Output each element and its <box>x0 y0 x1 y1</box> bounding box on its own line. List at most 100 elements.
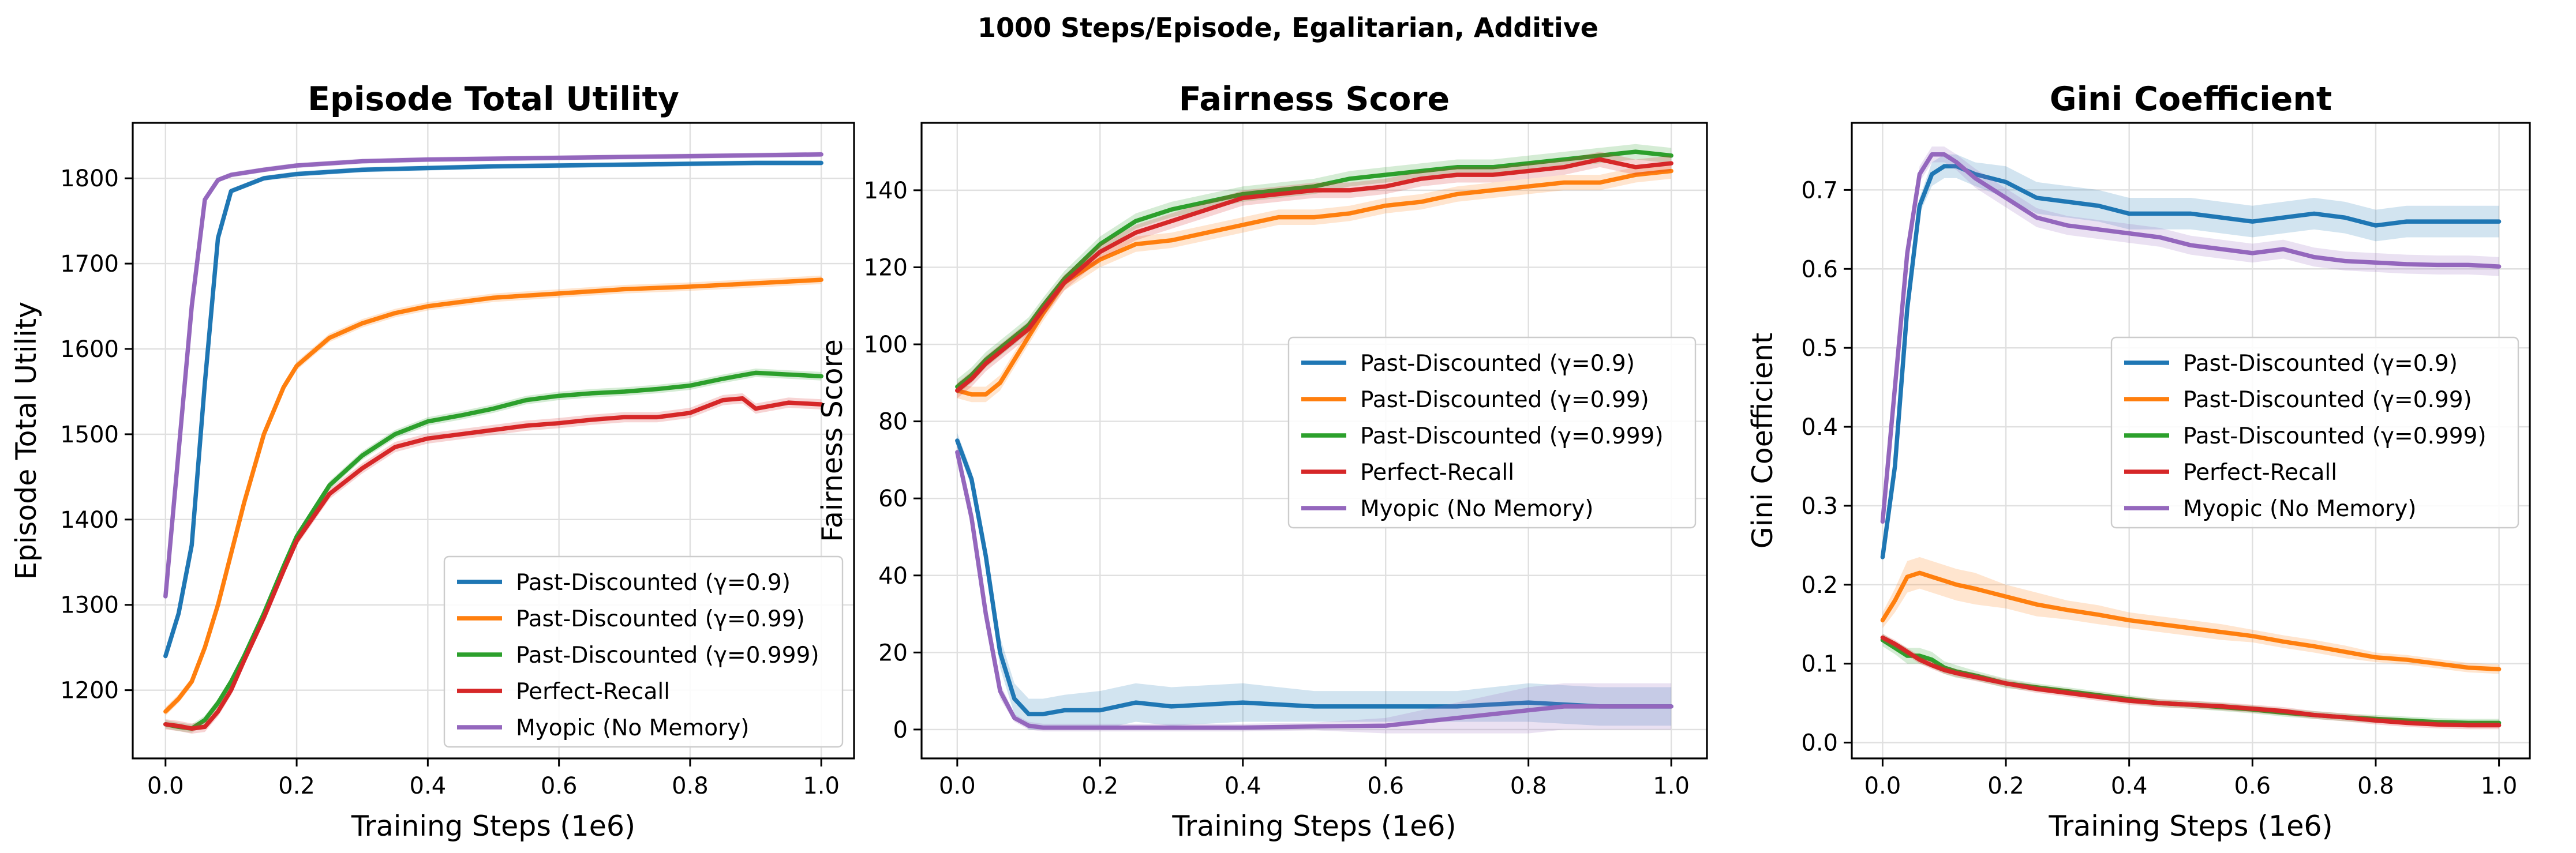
plot-area <box>955 144 1673 734</box>
x-tick-label: 0.0 <box>939 773 976 799</box>
legend-label: Perfect-Recall <box>2183 460 2337 486</box>
x-tick-label: 0.6 <box>541 773 578 799</box>
x-axis-label: Training Steps (1e6) <box>2048 810 2332 843</box>
series-line-2 <box>1880 637 2502 726</box>
legend-label: Past-Discounted (γ=0.9) <box>2183 351 2458 377</box>
series-line-2 <box>163 370 823 731</box>
axes-frame <box>920 122 1708 760</box>
y-tick-label: 0.6 <box>1801 256 1838 283</box>
y-tick-label: 100 <box>864 332 908 358</box>
legend-label: Myopic (No Memory) <box>1360 496 1594 522</box>
series-line-0 <box>955 438 1673 716</box>
axes-frame <box>1851 122 2531 760</box>
x-tick-label: 0.8 <box>2357 773 2394 799</box>
legend: Past-Discounted (γ=0.9) Past-Discounted (… <box>2110 336 2519 529</box>
legend-label: Past-Discounted (γ=0.99) <box>2183 387 2472 413</box>
series-band-1 <box>957 163 1672 403</box>
panel-gini-coefficient: 0.0 0.2 0.4 0.6 0.8 1.0 0.0 0.1 0.2 0.3 0.4 0.5 0.6 0… <box>1746 80 2531 843</box>
series-line-3 <box>955 157 1673 393</box>
y-tick-label: 60 <box>878 486 908 512</box>
legend-label: Past-Discounted (γ=0.999) <box>2183 423 2487 449</box>
x-tick-label: 0.0 <box>1864 773 1901 799</box>
series-line-1 <box>1880 570 2502 672</box>
x-tick-label: 0.6 <box>1367 773 1404 799</box>
series-line-0 <box>163 160 823 659</box>
y-tick-label: 0.7 <box>1801 177 1838 204</box>
legend-label: Past-Discounted (γ=0.99) <box>516 606 805 632</box>
x-tick-label: 0.0 <box>147 773 184 799</box>
y-tick-label: 1400 <box>60 507 119 533</box>
legend-box <box>1287 336 1697 529</box>
x-tick-label: 1.0 <box>2481 773 2518 799</box>
series-line-4 <box>1880 152 2502 524</box>
series-line-4 <box>163 152 823 599</box>
chart-title: Gini Coefficient <box>2050 80 2332 118</box>
y-tick-label: 1500 <box>60 422 119 448</box>
y-tick-label: 80 <box>878 409 908 435</box>
series-band-3 <box>1882 633 2499 730</box>
x-axis-label: Training Steps (1e6) <box>351 810 635 843</box>
axes-frame <box>132 122 855 760</box>
series-band-1 <box>1882 557 2499 674</box>
series-band-2 <box>957 144 1672 394</box>
chart-title: Fairness Score <box>1179 80 1450 118</box>
legend-label: Myopic (No Memory) <box>516 715 750 741</box>
x-axis-label: Training Steps (1e6) <box>1171 810 1456 843</box>
y-tick-label: 0.1 <box>1801 651 1838 678</box>
x-tick-label: 1.0 <box>803 773 840 799</box>
series-line-1 <box>163 277 823 714</box>
series-band-0 <box>957 433 1672 730</box>
y-tick-label: 120 <box>864 254 908 281</box>
panel-fairness-score: 0.0 0.2 0.4 0.6 0.8 1.0 0 20 40 60 80 100 120 140 Fair… <box>816 80 1708 843</box>
x-tick-label: 0.4 <box>2111 773 2148 799</box>
y-axis-label: Episode Total Utility <box>10 302 43 580</box>
x-tick-label: 0.6 <box>2234 773 2271 799</box>
legend-box <box>443 555 844 748</box>
y-tick-label: 0.5 <box>1801 335 1838 362</box>
series-band-2 <box>1882 633 2499 727</box>
series-line-4 <box>955 450 1673 730</box>
x-tick-label: 0.2 <box>1082 773 1119 799</box>
y-tick-label: 1300 <box>60 592 119 619</box>
x-tick-label: 0.2 <box>1987 773 2024 799</box>
x-tick-label: 0.8 <box>1510 773 1547 799</box>
y-tick-label: 140 <box>864 178 908 204</box>
series-line-0 <box>1880 164 2502 559</box>
x-tick-label: 0.8 <box>672 773 709 799</box>
x-tick-label: 0.4 <box>1225 773 1261 799</box>
series-line-2 <box>955 149 1673 389</box>
legend-label: Past-Discounted (γ=0.9) <box>516 570 791 596</box>
y-tick-label: 20 <box>878 640 908 666</box>
y-tick-label: 0.2 <box>1801 572 1838 599</box>
legend-box <box>2110 336 2519 529</box>
legend-label: Perfect-Recall <box>1360 460 1514 486</box>
panel-episode-total-utility: 0.0 0.2 0.4 0.6 0.8 1.0 1200 1300 1400 1500 1600 17… <box>10 80 855 843</box>
y-tick-label: 40 <box>878 563 908 589</box>
plot-area <box>163 152 823 734</box>
legend-label: Perfect-Recall <box>516 679 670 705</box>
chart-title: Episode Total Utility <box>308 80 679 118</box>
series-line-1 <box>955 168 1673 397</box>
y-tick-label: 0.0 <box>1801 730 1838 757</box>
series-line-3 <box>1880 635 2502 728</box>
plot-area <box>1880 146 2502 730</box>
legend-label: Past-Discounted (γ=0.999) <box>1360 423 1664 449</box>
y-tick-label: 0 <box>893 717 908 743</box>
figure-suptitle: 1000 Steps/Episode, Egalitarian, Additiv… <box>978 12 1598 43</box>
x-tick-label: 0.2 <box>278 773 315 799</box>
legend-label: Past-Discounted (γ=0.9) <box>1360 351 1635 377</box>
legend-label: Myopic (No Memory) <box>2183 496 2417 522</box>
legend: Past-Discounted (γ=0.9) Past-Discounted (… <box>1287 336 1697 529</box>
y-tick-label: 0.3 <box>1801 493 1838 520</box>
legend-label: Past-Discounted (γ=0.999) <box>516 642 819 668</box>
x-tick-label: 0.4 <box>410 773 447 799</box>
y-axis-label: Fairness Score <box>816 339 849 542</box>
x-tick-label: 1.0 <box>1653 773 1690 799</box>
legend-label: Past-Discounted (γ=0.99) <box>1360 387 1649 413</box>
y-tick-label: 1700 <box>60 251 119 277</box>
legend: Past-Discounted (γ=0.9) Past-Discounted (… <box>443 555 844 748</box>
series-line-3 <box>163 396 823 731</box>
y-axis-label: Gini Coefficient <box>1746 333 1779 549</box>
y-tick-label: 1800 <box>60 166 119 192</box>
